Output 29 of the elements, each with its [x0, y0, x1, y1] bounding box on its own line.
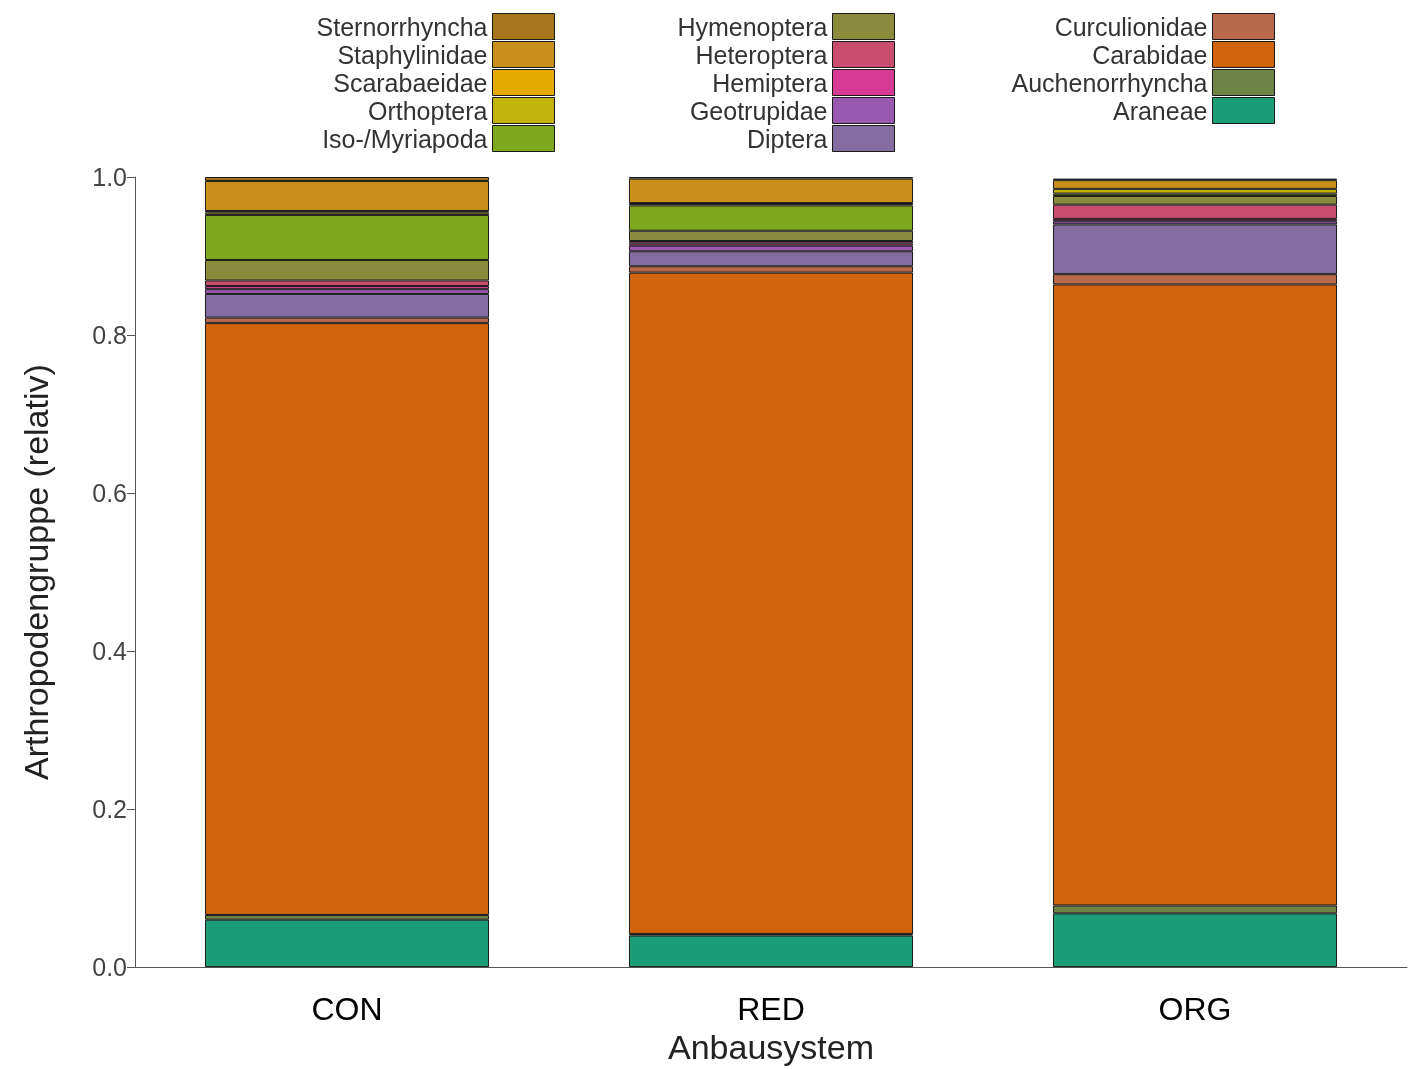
y-tick-label: 1.0	[92, 163, 127, 191]
legend-label: Scarabaeidae	[333, 68, 488, 97]
legend-label: Hemiptera	[712, 68, 828, 97]
y-tick-label: 0.0	[92, 953, 127, 982]
legend-label: Curculionidae	[1054, 12, 1208, 41]
bar	[628, 935, 914, 968]
legend-label: Hymenoptera	[677, 12, 828, 41]
x-tick-label: RED	[737, 991, 805, 1028]
bar	[204, 919, 490, 968]
x-axis-title: Anbausystem	[668, 1028, 874, 1066]
y-tick-label: 0.4	[92, 637, 128, 666]
legend-label: Orthoptera	[367, 96, 488, 125]
legend-label: Auchenorrhyncha	[1011, 68, 1208, 97]
y-tick-label: 0.8	[92, 321, 127, 350]
legend-label: Heteroptera	[695, 40, 828, 69]
legend-label: Sternorrhyncha	[316, 12, 488, 41]
x-tick-label: CON	[311, 991, 383, 1028]
legend-label: Staphylinidae	[337, 40, 488, 69]
bar	[204, 180, 490, 211]
legend-label: Carabidae	[1092, 40, 1208, 69]
bar	[628, 178, 914, 204]
y-tick-label: 0.2	[92, 795, 127, 824]
legend-label: Araneae	[1112, 96, 1208, 125]
x-tick-label: ORG	[1158, 991, 1232, 1028]
y-axis-title: Arthropodengruppe (relativ)	[17, 364, 55, 780]
legend-label: Geotrupidae	[689, 96, 828, 125]
y-tick-label: 0.6	[92, 479, 127, 508]
legend-label: Iso-/Myriapoda	[322, 124, 488, 153]
legend-label: Diptera	[746, 124, 828, 153]
